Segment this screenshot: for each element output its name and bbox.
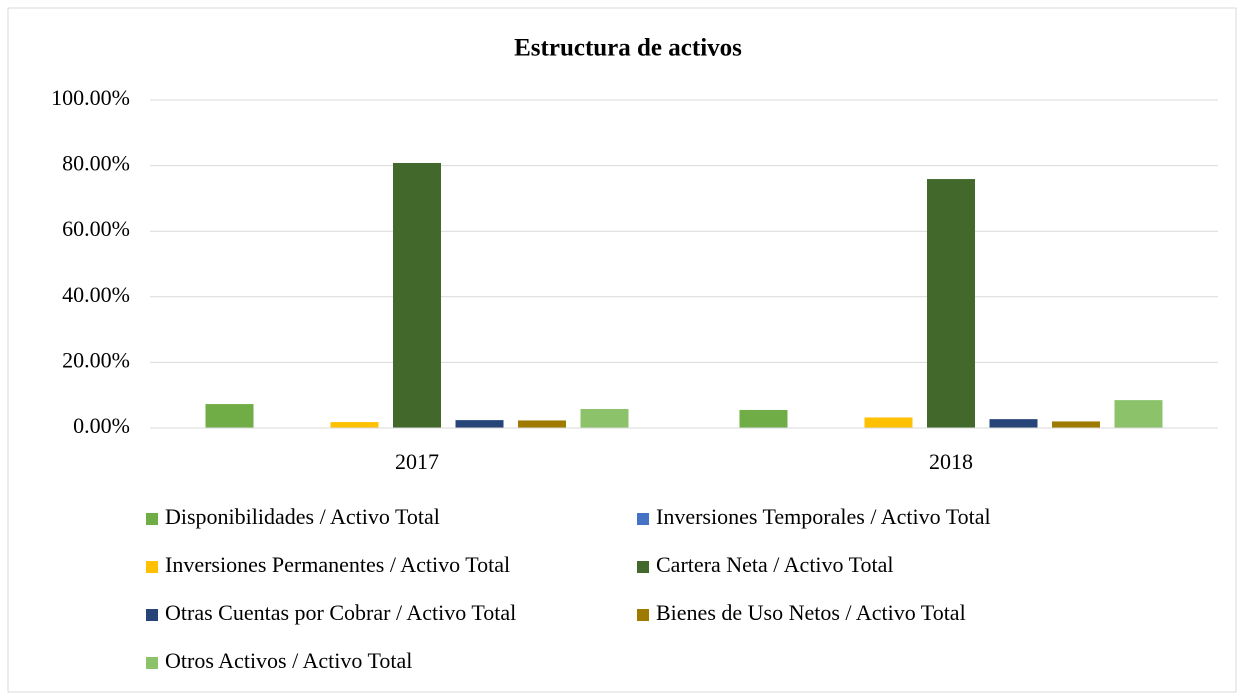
legend-swatch — [637, 513, 649, 525]
y-tick-label: 20.00% — [62, 347, 130, 372]
legend-label: Inversiones Permanentes / Activo Total — [165, 552, 510, 577]
bar — [580, 408, 629, 428]
legend-label: Otras Cuentas por Cobrar / Activo Total — [165, 600, 516, 625]
y-tick-label: 40.00% — [62, 282, 130, 307]
bar — [927, 179, 975, 428]
legend-label: Otros Activos / Activo Total — [165, 648, 412, 673]
y-tick-label: 60.00% — [62, 216, 130, 241]
y-tick-label: 80.00% — [62, 151, 130, 176]
chart-title: Estructura de activos — [514, 35, 742, 62]
x-tick-label: 2017 — [395, 449, 439, 474]
legend-label: Inversiones Temporales / Activo Total — [656, 504, 991, 529]
legend-swatch — [146, 513, 158, 525]
bar — [1114, 400, 1163, 428]
legend-swatch — [146, 609, 158, 621]
bar — [518, 420, 566, 428]
bar — [205, 404, 254, 428]
y-tick-label: 0.00% — [73, 413, 130, 438]
legend-swatch — [637, 561, 649, 573]
legend-label: Cartera Neta / Activo Total — [656, 552, 894, 577]
bar — [455, 420, 504, 428]
legend-swatch — [146, 657, 158, 669]
bar — [393, 162, 441, 428]
legend-swatch — [146, 561, 158, 573]
bar — [330, 422, 379, 428]
bar — [1052, 421, 1100, 428]
chart-frame — [7, 7, 1237, 693]
x-tick-label: 2018 — [929, 449, 973, 474]
legend-label: Disponibilidades / Activo Total — [165, 504, 440, 529]
bar — [739, 409, 788, 428]
legend-label: Bienes de Uso Netos / Activo Total — [656, 600, 966, 625]
bar — [989, 419, 1038, 428]
bar — [864, 417, 913, 428]
legend-swatch — [637, 609, 649, 621]
y-tick-label: 100.00% — [51, 85, 130, 110]
